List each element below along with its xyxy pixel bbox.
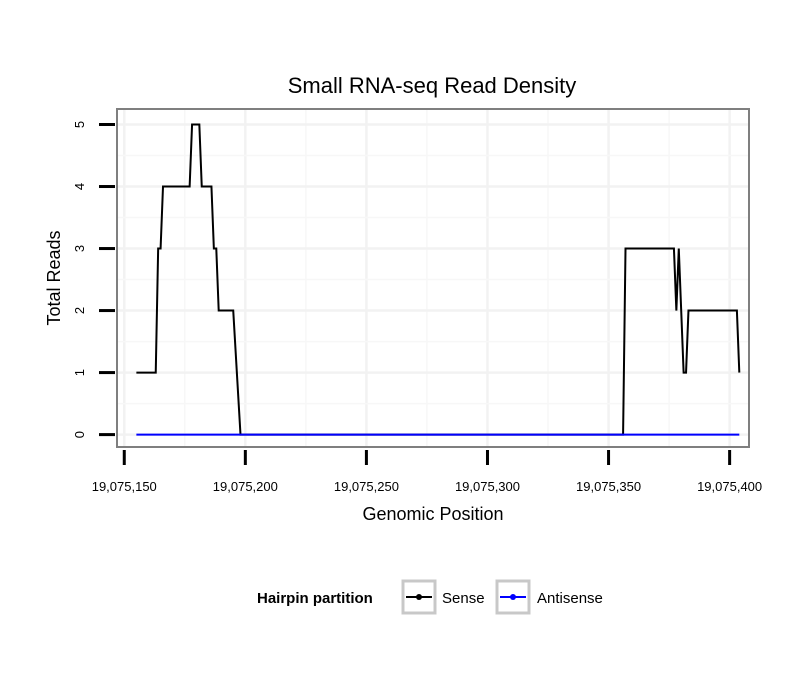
y-tick-label: 5 xyxy=(72,121,87,128)
y-tick-label: 0 xyxy=(72,431,87,438)
x-tick-label: 19,075,350 xyxy=(576,479,641,494)
x-tick-label: 19,075,200 xyxy=(213,479,278,494)
plot-border xyxy=(116,108,750,448)
legend-label-antisense: Antisense xyxy=(537,590,603,607)
series-line-sense xyxy=(136,123,741,436)
y-tick-label: 1 xyxy=(72,369,87,376)
x-tick-label: 19,075,300 xyxy=(455,479,520,494)
x-tick-label: 19,075,400 xyxy=(697,479,762,494)
y-axis-title: Total Reads xyxy=(44,230,64,325)
y-axis: 0 1 2 3 4 5 xyxy=(72,121,115,438)
legend-item-sense: Sense xyxy=(401,579,485,615)
gridlines xyxy=(117,109,749,447)
x-axis-title: Genomic Position xyxy=(362,504,503,524)
series-layer xyxy=(136,123,741,436)
y-tick-label: 4 xyxy=(72,183,87,190)
x-tick-label: 19,075,150 xyxy=(92,479,157,494)
legend-title: Hairpin partition xyxy=(257,590,373,607)
legend-label-sense: Sense xyxy=(442,590,485,607)
x-axis: 19,075,150 19,075,200 19,075,250 19,075,300… xyxy=(92,450,762,494)
y-tick-label: 3 xyxy=(72,245,87,252)
legend-item-antisense: Antisense xyxy=(495,579,603,615)
y-tick-label: 2 xyxy=(72,307,87,314)
x-tick-label: 19,075,250 xyxy=(334,479,399,494)
legend-key-point-sense xyxy=(416,594,422,600)
legend: Hairpin partition Sense Antisense xyxy=(257,579,603,615)
chart-title: Small RNA-seq Read Density xyxy=(288,73,577,98)
legend-key-point-antisense xyxy=(510,594,516,600)
